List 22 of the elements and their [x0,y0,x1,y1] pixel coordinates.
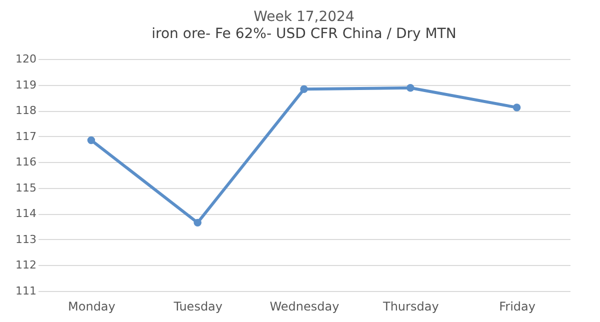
point [87,136,96,144]
x-tick-label: Friday [499,300,536,314]
y-tick-label: 111 [16,284,36,298]
point [406,84,414,92]
y-tick-label: 115 [16,181,36,194]
y-tick-label: 113 [16,232,36,246]
point [300,85,308,94]
y-tick-label: 120 [16,52,36,66]
y-tick-label: 116 [16,156,36,169]
x-tick-label: Wednesday [270,300,340,314]
chart-title: Week 17,2024 [254,9,354,25]
y-tick-label: 114 [16,207,36,220]
point [512,104,521,112]
y-tick-label: 118 [16,104,36,118]
x-tick-label: Monday [68,300,116,314]
y-tick-label: 117 [16,130,36,143]
point [194,218,202,227]
x-tick-label: Tuesday [172,300,223,314]
chart-subtitle: iron ore- Fe 62%- USD CFR China / Dry MTN [152,26,456,42]
y-tick-label: 119 [16,78,36,92]
x-tick-label: Thursday [382,300,439,314]
y-tick-label: 112 [16,258,36,272]
